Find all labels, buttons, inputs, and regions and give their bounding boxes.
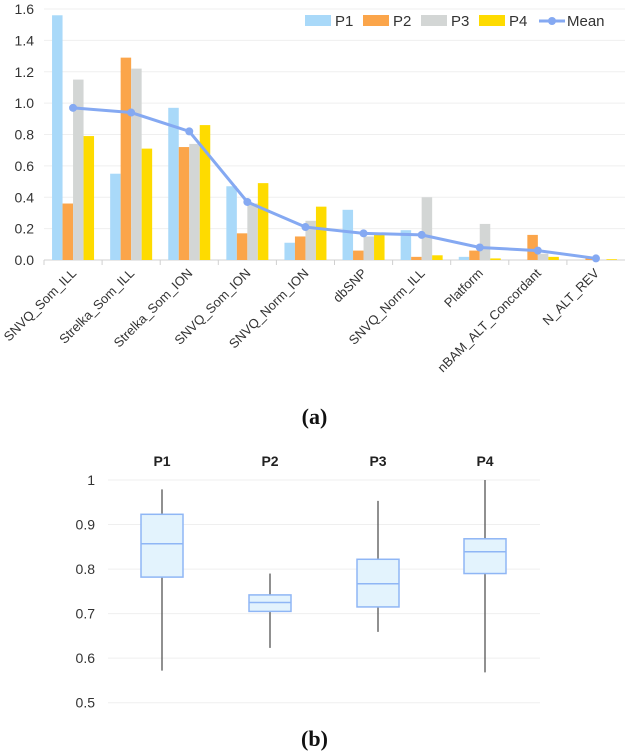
- box-p4: [463, 538, 507, 575]
- bar-p4: [432, 255, 443, 260]
- y-tick-label: 0.6: [76, 650, 96, 666]
- mean-line: [72, 106, 597, 260]
- bar-p2: [411, 256, 422, 260]
- bar-p2: [62, 203, 74, 260]
- bar-p4: [548, 256, 559, 260]
- legend-label-p3: P3: [451, 13, 469, 30]
- box-title-p2: P2: [261, 453, 278, 469]
- bar-p4: [83, 136, 95, 260]
- bar-p2: [294, 236, 306, 260]
- mean-point: [69, 103, 78, 112]
- bar-p3: [305, 220, 316, 260]
- bar-p1: [52, 15, 63, 261]
- bar-p1: [400, 230, 412, 260]
- bar-p1: [168, 107, 179, 260]
- bar-p4: [199, 125, 211, 261]
- bar-p3: [247, 203, 258, 260]
- box-title-p3: P3: [369, 453, 386, 469]
- bar-chart-a: 0.00.20.40.60.81.01.21.41.6SNVQ_Som_ILLS…: [1, 1, 625, 375]
- box-p3: [356, 558, 400, 608]
- bar-p2: [469, 250, 480, 260]
- y-tick-label: 1.2: [15, 64, 35, 80]
- y-tick-label: 0.9: [76, 517, 96, 533]
- bar-p4: [374, 234, 385, 260]
- box-p2: [248, 594, 292, 613]
- mean-point: [475, 243, 484, 252]
- box-title-p4: P4: [476, 453, 493, 469]
- legend-marker-mean: [548, 17, 556, 25]
- y-tick-label: 1: [87, 472, 95, 488]
- mean-point: [301, 223, 310, 232]
- y-tick-label: 1.6: [15, 1, 35, 17]
- y-tick-label: 0.8: [76, 561, 96, 577]
- bar-p3: [479, 223, 491, 260]
- legend-swatch-p1: [305, 15, 331, 26]
- legend-label-p2: P2: [393, 13, 411, 30]
- mean-point: [533, 246, 542, 255]
- bar-p1: [284, 242, 295, 260]
- legend-label-p1: P1: [335, 13, 353, 30]
- bar-p4: [490, 258, 501, 260]
- y-tick-label: 0.4: [15, 189, 35, 205]
- x-tick-label: Platform: [441, 266, 486, 311]
- y-tick-label: 0.8: [15, 127, 35, 143]
- bar-p1: [458, 256, 470, 260]
- y-tick-label: 0.0: [15, 252, 35, 268]
- bar-p1: [110, 173, 121, 260]
- y-tick-label: 0.2: [15, 221, 35, 237]
- x-tick-label: nBAM_ALT_Concordant: [434, 265, 544, 375]
- y-tick-label: 0.5: [76, 695, 96, 711]
- bar-p2: [353, 250, 364, 260]
- legend-swatch-p3: [421, 15, 447, 26]
- bar-p1: [226, 186, 237, 260]
- legend-label-mean: Mean: [567, 13, 605, 30]
- bar-p3: [131, 68, 142, 260]
- y-tick-label: 1.4: [15, 32, 35, 48]
- bar-p3: [189, 143, 200, 260]
- bar-p2: [527, 234, 538, 260]
- mean-point: [591, 254, 600, 263]
- legend-swatch-p4: [479, 15, 505, 26]
- caption-a: (a): [301, 404, 328, 429]
- box-title-p1: P1: [153, 453, 170, 469]
- x-tick-label: dbSNP: [330, 266, 370, 306]
- bar-p4: [606, 259, 617, 260]
- y-tick-label: 0.7: [76, 606, 96, 622]
- bar-p2: [236, 233, 248, 260]
- x-tick-label: N_ALT_REV: [540, 265, 603, 328]
- legend-label-p4: P4: [509, 13, 527, 30]
- bar-p2: [178, 147, 190, 260]
- bar-p2: [120, 57, 132, 260]
- box-p1: [140, 513, 184, 578]
- mean-point: [127, 108, 136, 117]
- mean-point: [359, 229, 368, 238]
- bar-p4: [141, 148, 153, 260]
- mean-point: [417, 230, 426, 239]
- bar-p3: [421, 197, 433, 260]
- bar-p1: [342, 209, 354, 260]
- caption-b: (b): [301, 726, 328, 751]
- bar-p3: [363, 236, 375, 260]
- bar-p4: [315, 206, 327, 260]
- mean-point: [243, 197, 252, 206]
- y-tick-label: 1.0: [15, 95, 35, 111]
- bar-p3: [537, 253, 549, 260]
- legend-swatch-p2: [363, 15, 389, 26]
- mean-point: [185, 127, 194, 136]
- bar-p3: [73, 79, 84, 260]
- y-tick-label: 0.6: [15, 158, 35, 174]
- bar-p4: [257, 183, 269, 260]
